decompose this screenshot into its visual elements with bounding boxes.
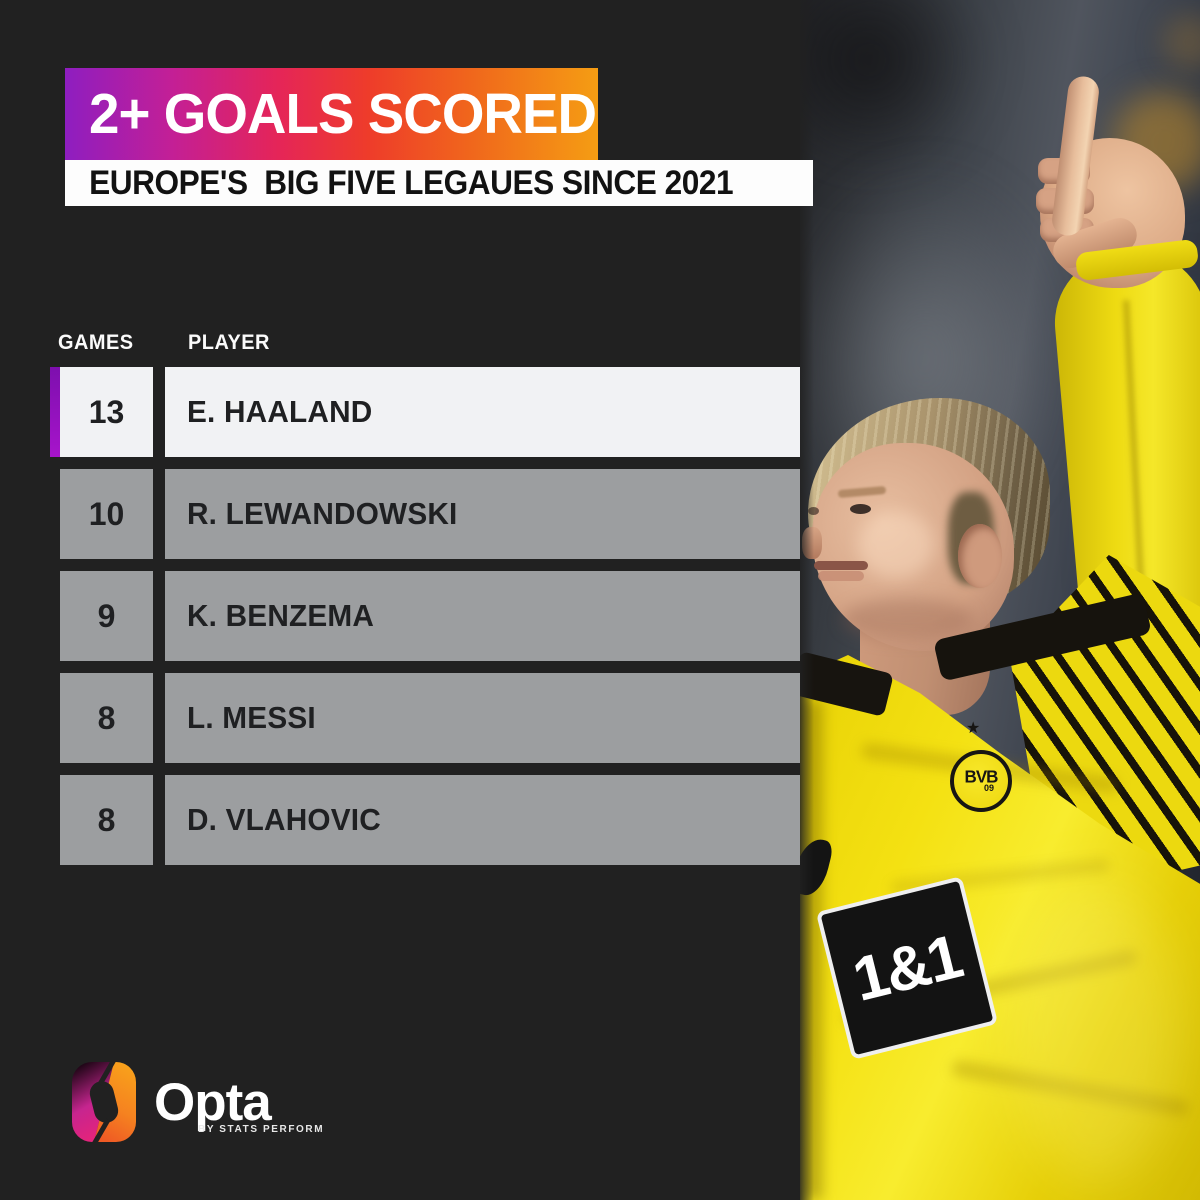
column-header-games: GAMES xyxy=(58,331,134,354)
star-icon: ★ xyxy=(966,720,981,737)
sponsor-text: 1&1 xyxy=(846,921,968,1015)
table-row: 10 R. LEWANDOWSKI xyxy=(60,469,800,559)
bvb-crest-icon: BVB 09 xyxy=(950,750,1012,812)
games-cell: 9 xyxy=(60,571,153,661)
games-cell: 8 xyxy=(60,775,153,865)
title-banner: 2+ GOALS SCORED xyxy=(65,68,598,160)
opta-logo-mark-icon xyxy=(72,1062,136,1142)
games-cell: 8 xyxy=(60,673,153,763)
games-value: 9 xyxy=(97,597,116,634)
player-cell: L. MESSI xyxy=(165,673,800,763)
games-value: 10 xyxy=(88,495,125,532)
crest-text: BVB xyxy=(964,766,999,787)
table-row: 9 K. BENZEMA xyxy=(60,571,800,661)
player-value: K. BENZEMA xyxy=(187,598,375,633)
player-photo: ★ BVB 09 1&1 xyxy=(800,0,1200,1200)
opta-wordmark: Opta xyxy=(154,1073,272,1132)
photo-left-fade xyxy=(800,0,814,1200)
lower-lip xyxy=(818,571,864,581)
games-value: 13 xyxy=(88,393,125,430)
jersey-highlight xyxy=(1010,880,1180,1180)
table-row: 13 E. HAALAND xyxy=(50,367,800,457)
games-cell: 13 xyxy=(60,367,153,457)
player-value: D. VLAHOVIC xyxy=(187,802,381,837)
player-value: E. HAALAND xyxy=(187,394,373,429)
bokeh-light-small xyxy=(1162,14,1200,70)
player-cell: D. VLAHOVIC xyxy=(165,775,800,865)
highlight-accent-bar xyxy=(50,367,60,457)
mouth xyxy=(814,561,868,570)
page-subtitle: EUROPE'S BIG FIVE LEGAUES SINCE 2021 xyxy=(89,163,734,202)
player-cell: E. HAALAND xyxy=(165,367,800,457)
cheek-highlight xyxy=(858,512,934,578)
subtitle-banner: EUROPE'S BIG FIVE LEGAUES SINCE 2021 xyxy=(65,160,813,206)
games-value: 8 xyxy=(97,699,116,736)
eye xyxy=(850,504,871,514)
column-header-player: PLAYER xyxy=(188,331,270,354)
table-row: 8 L. MESSI xyxy=(60,673,800,763)
player-value: L. MESSI xyxy=(187,700,316,735)
opta-sub-brand: BY STATS PERFORM xyxy=(198,1124,325,1135)
photo-bg-shadow xyxy=(800,0,990,180)
crest-number: 09 xyxy=(983,783,994,793)
jaw-shadow xyxy=(842,598,972,640)
ear xyxy=(958,524,1002,588)
player-cell: R. LEWANDOWSKI xyxy=(165,469,800,559)
games-value: 8 xyxy=(97,801,116,838)
player-cell: K. BENZEMA xyxy=(165,571,800,661)
page-title: 2+ GOALS SCORED xyxy=(89,82,597,146)
games-cell: 10 xyxy=(60,469,153,559)
player-value: R. LEWANDOWSKI xyxy=(187,496,458,531)
table-row: 8 D. VLAHOVIC xyxy=(60,775,800,865)
opta-logo: Opta BY STATS PERFORM xyxy=(72,1062,372,1162)
